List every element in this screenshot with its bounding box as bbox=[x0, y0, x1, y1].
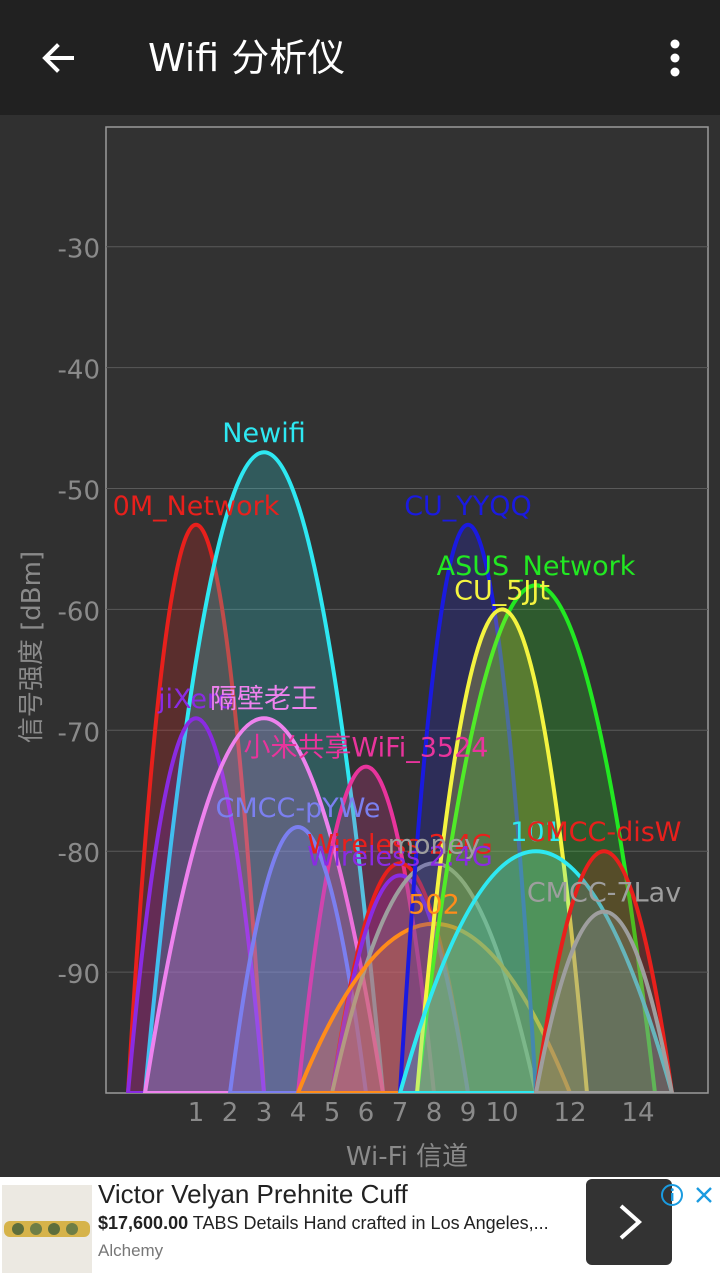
y-tick-label: -70 bbox=[58, 718, 100, 748]
y-axis-label: 信号强度 [dBm] bbox=[17, 551, 47, 743]
back-button[interactable] bbox=[30, 30, 86, 86]
x-tick-label: 10 bbox=[485, 1098, 518, 1128]
ad-banner[interactable]: Victor Velyan Prehnite Cuff $17,600.00 T… bbox=[0, 1177, 720, 1280]
ad-product-image[interactable] bbox=[2, 1185, 92, 1273]
wifi-signal-chart: -30-40-50-60-70-80-90 1 2 3 4 5 6 7 8 9 10 12 14 0M… bbox=[17, 126, 709, 1172]
series-label: Wireless 2.4G bbox=[307, 841, 492, 872]
series-label: 502 bbox=[408, 890, 460, 921]
ad-price: $17,600.00 bbox=[98, 1213, 189, 1233]
series-label: 0M_Network bbox=[113, 491, 280, 522]
ad-info-button[interactable] bbox=[660, 1183, 684, 1207]
x-tick-label: 6 bbox=[358, 1098, 375, 1128]
x-tick-label: 3 bbox=[256, 1098, 273, 1128]
series-label: ASUS_Network bbox=[437, 551, 636, 582]
y-tick-label: -30 bbox=[58, 235, 100, 265]
series-label: jiXero bbox=[157, 684, 234, 715]
info-icon bbox=[661, 1184, 683, 1206]
series-label: 隔壁老王 bbox=[210, 684, 318, 715]
series-label: 小米共享WiFi_3524 bbox=[244, 733, 489, 764]
chevron-right-icon bbox=[619, 1204, 643, 1240]
app-bar: Wifi 分析仪 bbox=[0, 0, 720, 115]
bracelet-image bbox=[2, 1185, 92, 1273]
y-tick-label: -60 bbox=[58, 597, 100, 627]
close-icon bbox=[696, 1187, 712, 1203]
ad-description: TABS Details Hand crafted in Los Angeles… bbox=[192, 1213, 549, 1233]
x-tick-label: 8 bbox=[426, 1098, 443, 1128]
series-curve bbox=[142, 450, 386, 1093]
series-curve bbox=[533, 909, 675, 1093]
y-tick-label: -50 bbox=[58, 477, 100, 507]
series-curve bbox=[533, 849, 675, 1093]
series-curve bbox=[125, 522, 267, 1093]
x-tick-label: 1 bbox=[188, 1098, 205, 1128]
y-tick-label: -90 bbox=[58, 960, 100, 990]
x-tick-label: 9 bbox=[460, 1098, 477, 1128]
y-tick-label: -80 bbox=[58, 839, 100, 869]
page-title: Wifi 分析仪 bbox=[148, 36, 346, 80]
series-label: 101 bbox=[510, 817, 562, 848]
series-label: Newifi bbox=[222, 418, 305, 449]
series-label: CMCC-7Lav bbox=[527, 878, 681, 909]
more-options-button[interactable] bbox=[650, 30, 700, 86]
series-label: CU_5JJt bbox=[454, 575, 550, 606]
x-tick-label: 2 bbox=[222, 1098, 239, 1128]
x-axis-label: Wi-Fi 信道 bbox=[346, 1142, 468, 1172]
ad-details: $17,600.00 TABS Details Hand crafted in … bbox=[98, 1213, 578, 1234]
x-tick-label: 7 bbox=[392, 1098, 409, 1128]
series-curve bbox=[142, 716, 386, 1093]
y-tick-label: -40 bbox=[58, 356, 100, 386]
series-curve bbox=[414, 583, 658, 1093]
series-curve bbox=[329, 861, 539, 1093]
series-label: CMCC-pYWe bbox=[216, 793, 381, 824]
ad-title[interactable]: Victor Velyan Prehnite Cuff bbox=[98, 1179, 408, 1209]
ad-open-button[interactable] bbox=[586, 1179, 672, 1265]
ad-source: Alchemy bbox=[98, 1241, 164, 1260]
series-label: money bbox=[388, 829, 481, 860]
x-tick-label: 12 bbox=[553, 1098, 586, 1128]
arrow-left-icon bbox=[42, 43, 74, 73]
chart-area: -30 -40 -50 -60 -70 -80 -90 1 2 3 4 5 6 7 8 9 10 12 14 0M… bbox=[0, 115, 720, 1177]
series-label: CU_YYQQ bbox=[404, 491, 532, 522]
ad-close-button[interactable] bbox=[692, 1183, 716, 1207]
x-tick-label: 4 bbox=[290, 1098, 307, 1128]
x-tick-label: 14 bbox=[621, 1098, 654, 1128]
x-tick-label: 5 bbox=[324, 1098, 341, 1128]
more-vert-icon bbox=[670, 39, 680, 77]
series-label: Wireless 2.4G bbox=[307, 829, 492, 860]
series-curve bbox=[414, 607, 590, 1093]
series-label: CMCC-disW bbox=[527, 817, 682, 848]
